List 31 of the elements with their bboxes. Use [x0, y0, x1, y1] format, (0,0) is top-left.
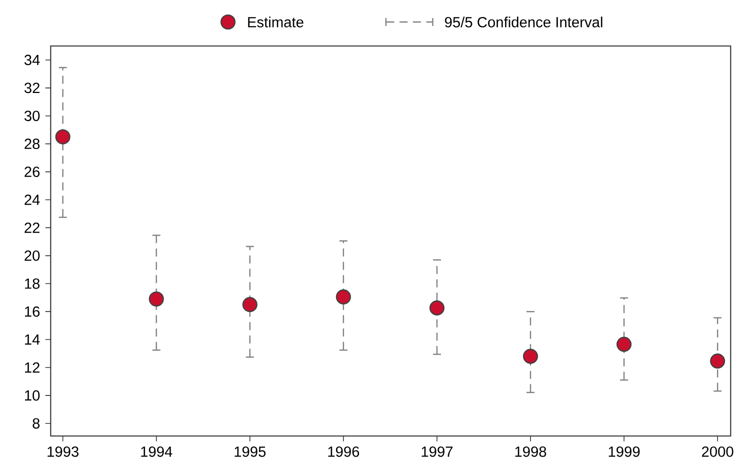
point: [522, 348, 538, 364]
y-tick-label: 10: [25, 390, 40, 401]
point: [55, 129, 70, 144]
y-tick-label: 18: [25, 278, 40, 289]
y-tick-label: 12: [25, 362, 40, 373]
legend-label: Estimate: [248, 16, 304, 28]
y-tick-label: 28: [24, 138, 40, 150]
y-tick-label: 20: [24, 250, 40, 261]
point: [616, 336, 632, 352]
y-tick-label: 16: [25, 306, 40, 317]
x-tick-label: 1996: [328, 446, 360, 457]
x-tick-label: 1998: [515, 446, 546, 457]
point: [336, 289, 351, 304]
y-tick-label: 30: [24, 110, 40, 122]
y-tick-label: 24: [24, 194, 40, 205]
y-tick-label: 22: [24, 222, 40, 233]
x-tick-label: 1997: [422, 446, 453, 457]
y-tick-label: 14: [25, 334, 40, 345]
x-tick-label: 1995: [234, 446, 266, 457]
text: 95/5 Confidence Interval: [444, 16, 602, 28]
y-tick-label: 32: [24, 82, 40, 94]
x-tick-label: 1993: [48, 446, 78, 457]
x-tick-label: 1999: [608, 446, 640, 457]
point: [148, 291, 164, 307]
x-tick-label: 2000: [702, 446, 734, 457]
y-tick-label: 26: [24, 166, 40, 177]
point: [242, 297, 258, 312]
y-tick-label: 8: [32, 418, 40, 429]
y-tick-label: 34: [24, 54, 40, 66]
x-tick-label: 1994: [141, 446, 172, 457]
point: [429, 300, 444, 316]
